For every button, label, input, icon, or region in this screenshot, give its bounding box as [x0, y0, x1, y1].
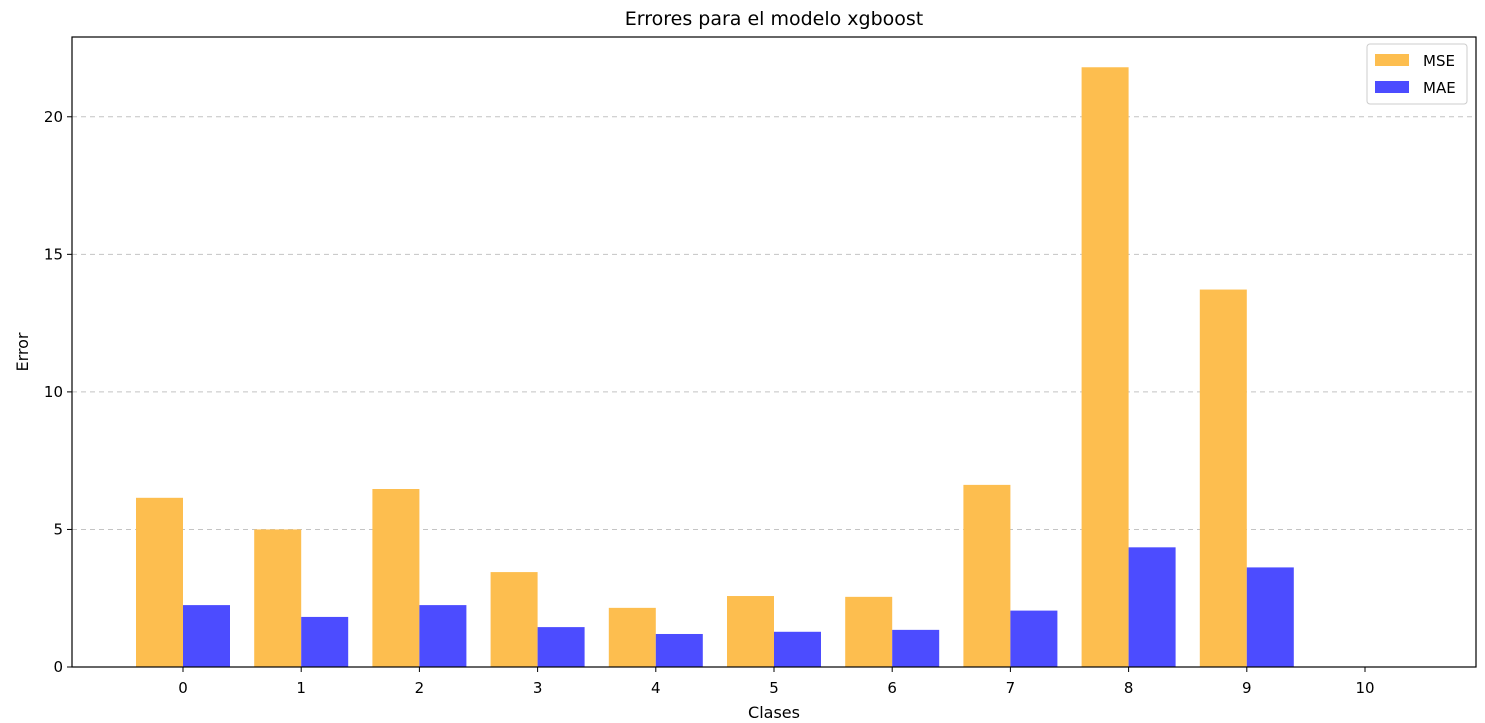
bar-mse-5 — [727, 596, 774, 667]
bar-mse-4 — [608, 607, 656, 667]
bar-mse-2 — [372, 489, 420, 667]
x-tick-label: 0 — [178, 679, 188, 697]
x-tick-label: 6 — [887, 679, 897, 697]
bar-mae-4 — [655, 633, 703, 667]
bar-mse-0 — [136, 497, 183, 667]
bar-mae-2 — [419, 605, 467, 667]
y-axis-ticks: 0 5 10 15 20 — [44, 108, 72, 676]
x-tick-label: 7 — [1006, 679, 1016, 697]
bar-mse-1 — [254, 529, 302, 667]
grid-lines — [72, 116, 1476, 530]
bar-mae-6 — [892, 629, 940, 667]
chart-title: Errores para el modelo xgboost — [625, 8, 924, 30]
bar-mse-6 — [845, 596, 893, 667]
legend-label-mae: MAE — [1423, 79, 1456, 97]
legend-label-mse: MSE — [1423, 52, 1455, 70]
x-tick-label: 9 — [1242, 679, 1252, 697]
y-tick-label: 5 — [53, 520, 63, 538]
x-tick-label: 4 — [651, 679, 661, 697]
bar-mae-3 — [537, 627, 585, 667]
y-tick-label: 0 — [53, 658, 63, 676]
y-tick-label: 15 — [44, 245, 63, 263]
x-tick-label: 5 — [769, 679, 779, 697]
y-axis-label: Error — [13, 332, 32, 371]
bar-mae-9 — [1246, 567, 1294, 667]
bar-mae-5 — [774, 631, 821, 667]
x-tick-label: 8 — [1124, 679, 1134, 697]
bar-mse-3 — [490, 572, 538, 667]
legend: MSE MAE — [1366, 43, 1468, 105]
y-tick-label: 10 — [44, 383, 63, 401]
bar-mae-7 — [1010, 610, 1058, 667]
bar-mse-8 — [1081, 67, 1129, 667]
x-tick-label: 3 — [533, 679, 543, 697]
legend-swatch-mae — [1375, 81, 1409, 93]
x-axis-label: Clases — [748, 703, 800, 722]
x-tick-label: 2 — [415, 679, 425, 697]
bar-mae-0 — [183, 605, 230, 667]
bars — [136, 67, 1294, 667]
bar-mse-9 — [1199, 289, 1247, 667]
x-axis-ticks: 0 1 2 3 4 5 6 7 8 9 10 — [178, 667, 1375, 697]
legend-swatch-mse — [1375, 54, 1409, 66]
bar-mae-1 — [301, 616, 349, 667]
bar-mse-7 — [963, 484, 1011, 667]
x-tick-label: 10 — [1355, 679, 1374, 697]
x-tick-label: 1 — [296, 679, 306, 697]
bar-mae-8 — [1128, 547, 1176, 667]
y-tick-label: 20 — [44, 108, 63, 126]
